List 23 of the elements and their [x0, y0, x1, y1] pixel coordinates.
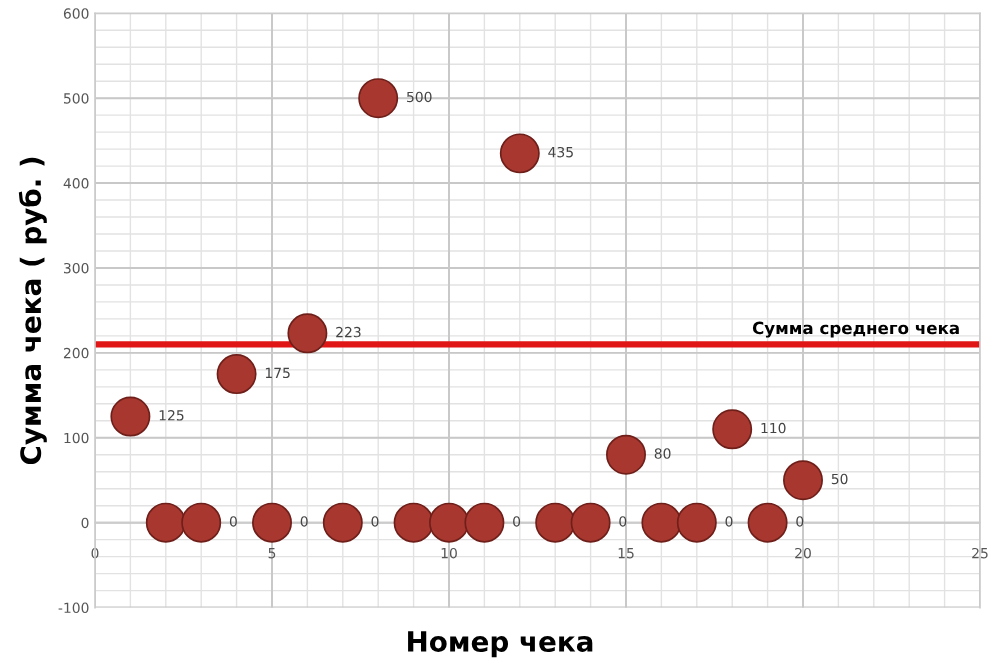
- point: [216, 354, 257, 395]
- y-axis-title: Сумма чека ( руб. ): [18, 157, 47, 465]
- x-axis-title: Номер чека: [408, 631, 593, 658]
- point: [110, 396, 151, 437]
- point: [570, 502, 611, 543]
- point: [641, 502, 682, 543]
- point: [287, 313, 328, 354]
- point: [252, 502, 292, 543]
- point: [499, 133, 540, 174]
- point: [712, 409, 753, 450]
- point: [181, 502, 222, 543]
- point: [747, 502, 788, 543]
- point: [606, 434, 646, 475]
- point: [358, 78, 399, 119]
- point: [535, 502, 576, 543]
- point: [393, 502, 434, 543]
- point: [783, 460, 823, 501]
- point: [145, 502, 186, 543]
- point: [464, 502, 505, 543]
- point: [429, 502, 469, 543]
- point: [322, 502, 363, 543]
- ref-line-label: Сумма среднего чека: [752, 321, 959, 338]
- point: [676, 502, 717, 543]
